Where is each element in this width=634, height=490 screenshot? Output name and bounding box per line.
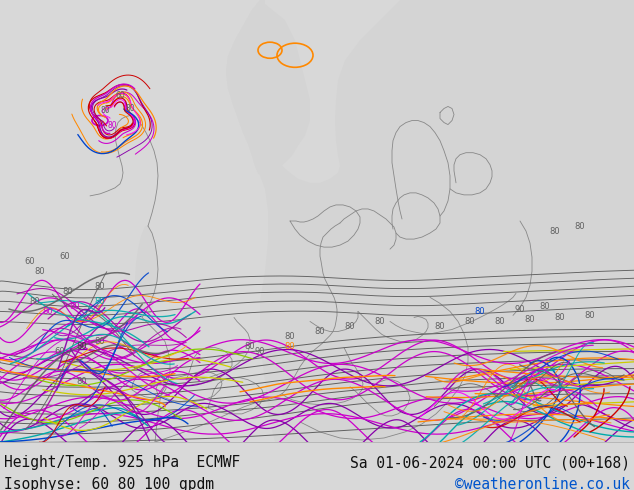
Text: 60: 60 bbox=[55, 347, 65, 356]
Text: 90: 90 bbox=[255, 347, 265, 356]
Text: 90: 90 bbox=[515, 305, 525, 314]
Text: 80: 80 bbox=[94, 297, 105, 306]
Text: 80: 80 bbox=[495, 317, 505, 326]
Text: 80: 80 bbox=[375, 317, 385, 326]
Text: ©weatheronline.co.uk: ©weatheronline.co.uk bbox=[455, 477, 630, 490]
Text: 80: 80 bbox=[585, 311, 595, 320]
Text: 80: 80 bbox=[465, 317, 476, 326]
Polygon shape bbox=[334, 337, 350, 388]
Text: 80: 80 bbox=[107, 121, 117, 130]
Text: 60: 60 bbox=[25, 257, 36, 266]
Text: 80: 80 bbox=[475, 307, 485, 316]
Polygon shape bbox=[290, 191, 326, 215]
Text: 80: 80 bbox=[70, 302, 81, 311]
Text: 80: 80 bbox=[35, 267, 45, 276]
Polygon shape bbox=[226, 0, 634, 442]
Text: 80: 80 bbox=[94, 337, 105, 346]
Text: 80: 80 bbox=[345, 322, 355, 331]
Text: 80: 80 bbox=[245, 342, 256, 351]
Text: 80: 80 bbox=[100, 106, 110, 115]
Text: 80: 80 bbox=[555, 313, 566, 322]
Text: Isophyse: 60 80 100 gpdm: Isophyse: 60 80 100 gpdm bbox=[4, 477, 214, 490]
Text: 80: 80 bbox=[285, 332, 295, 341]
Polygon shape bbox=[135, 226, 158, 323]
Text: 60: 60 bbox=[115, 91, 125, 100]
Text: 80: 80 bbox=[42, 307, 53, 316]
Text: 80: 80 bbox=[550, 226, 560, 236]
Text: 80: 80 bbox=[574, 221, 585, 230]
Text: 60: 60 bbox=[60, 252, 70, 261]
Text: Sa 01-06-2024 00:00 UTC (00+168): Sa 01-06-2024 00:00 UTC (00+168) bbox=[350, 455, 630, 470]
Text: 80: 80 bbox=[525, 315, 535, 324]
Text: 80: 80 bbox=[77, 342, 87, 351]
Text: 80: 80 bbox=[314, 327, 325, 336]
Polygon shape bbox=[226, 0, 310, 176]
Text: 80: 80 bbox=[30, 297, 41, 306]
Text: 80: 80 bbox=[125, 104, 135, 113]
Text: 80: 80 bbox=[94, 282, 105, 291]
Text: 80: 80 bbox=[77, 377, 87, 386]
Text: 80: 80 bbox=[540, 302, 550, 311]
Text: 80: 80 bbox=[285, 342, 295, 351]
Text: 80: 80 bbox=[435, 322, 445, 331]
Text: Height/Temp. 925 hPa  ECMWF: Height/Temp. 925 hPa ECMWF bbox=[4, 455, 240, 470]
Text: 80: 80 bbox=[63, 287, 74, 296]
